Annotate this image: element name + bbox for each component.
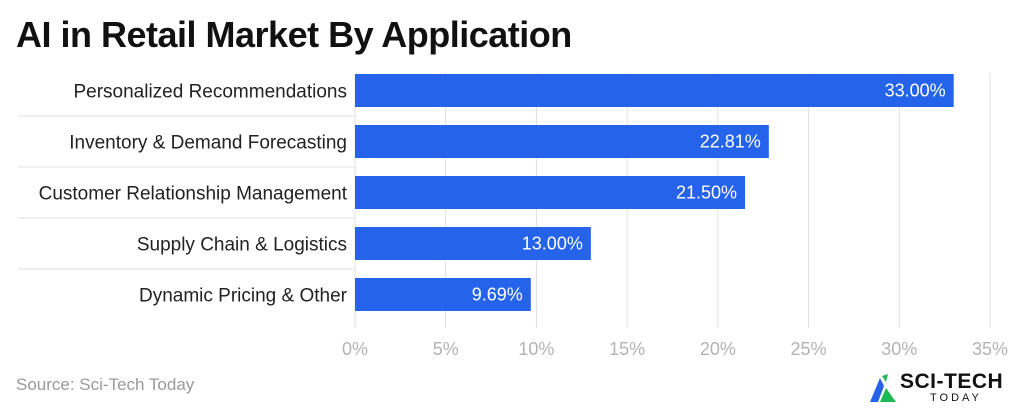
x-tick-label: 15% <box>609 339 645 359</box>
x-axis-ticks: 0% 5% 10% 15% 20% 25% 30% 35% <box>342 339 1008 359</box>
bar-value-label: 13.00% <box>522 234 583 254</box>
source-note: Source: Sci-Tech Today <box>16 375 195 394</box>
bars: 33.00% 22.81% 21.50% 13.00% 9.69% <box>355 74 954 311</box>
bar <box>355 74 954 107</box>
x-tick-label: 10% <box>518 339 554 359</box>
x-tick-label: 0% <box>342 339 368 359</box>
chart-title: AI in Retail Market By Application <box>16 14 572 55</box>
logo-subtext: TODAY <box>930 392 982 404</box>
x-tick-label: 30% <box>881 339 917 359</box>
category-label: Personalized Recommendations <box>73 82 347 103</box>
bar <box>355 176 746 209</box>
category-label: Dynamic Pricing & Other <box>139 286 348 307</box>
bar-value-label: 33.00% <box>885 81 946 101</box>
x-tick-label: 20% <box>700 339 736 359</box>
bar-value-label: 21.50% <box>676 183 737 203</box>
row-separators <box>18 115 355 270</box>
bar <box>355 125 769 158</box>
bar-value-label: 22.81% <box>700 132 761 152</box>
logo-mark-icon <box>870 374 896 402</box>
x-tick-label: 35% <box>972 339 1008 359</box>
x-tick-label: 25% <box>791 339 827 359</box>
bar <box>355 278 531 311</box>
sci-tech-logo: SCI-TECH TODAY <box>868 370 1018 408</box>
bar <box>355 227 591 260</box>
x-tick-label: 5% <box>433 339 459 359</box>
category-label: Inventory & Demand Forecasting <box>69 133 347 154</box>
logo-text: SCI-TECH <box>900 370 1004 393</box>
category-label: Customer Relationship Management <box>39 184 348 205</box>
category-label: Supply Chain & Logistics <box>137 235 347 256</box>
category-labels: Personalized Recommendations Inventory & … <box>39 82 348 307</box>
bar-value-label: 9.69% <box>472 285 523 305</box>
